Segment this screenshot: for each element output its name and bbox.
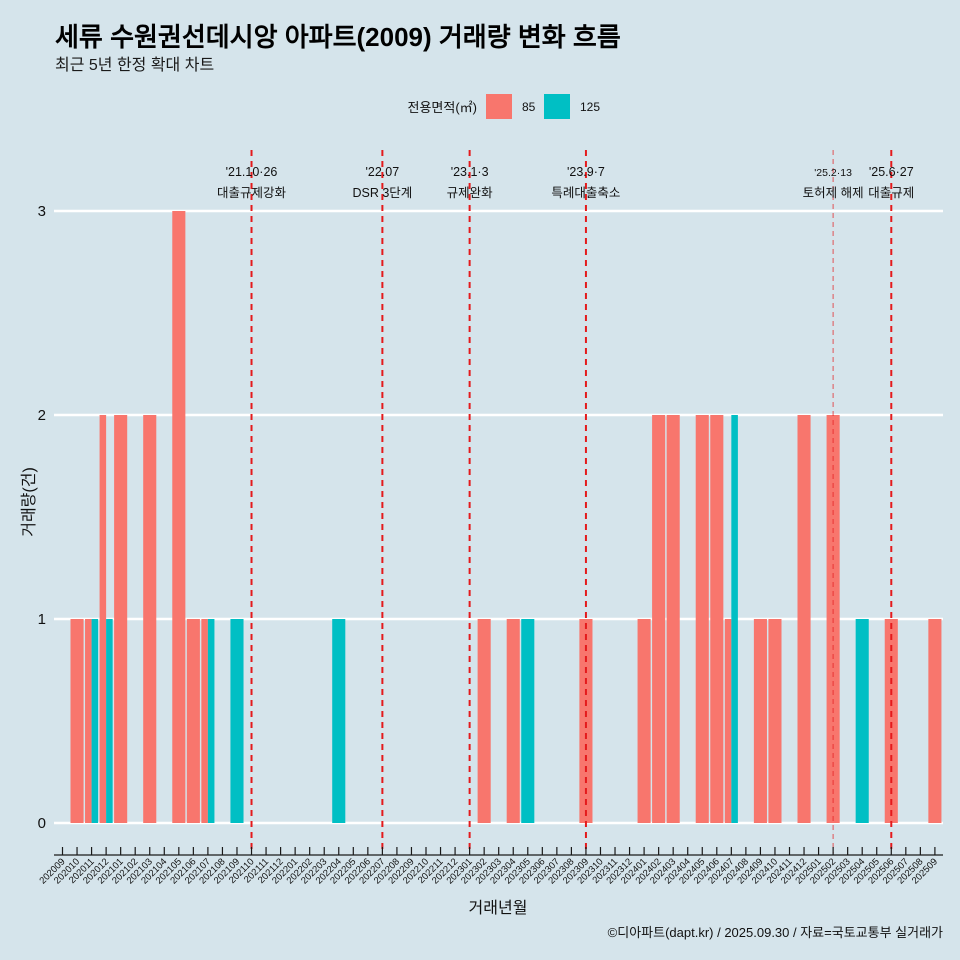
bar-85-202402 <box>652 415 666 823</box>
legend-label-125: 125 <box>580 100 600 114</box>
bar-85-202103 <box>143 415 157 823</box>
chart-title: 세류 수원권선데시앙 아파트(2009) 거래량 변화 흐름 <box>55 22 621 52</box>
bar-125-202109 <box>230 619 244 823</box>
bar-125-202012 <box>106 619 113 823</box>
bar-85-202410 <box>768 619 782 823</box>
bar-85-202106 <box>186 619 200 823</box>
event-label: DSR 3단계 <box>352 186 412 200</box>
bar-85-202506 <box>884 619 898 823</box>
bar-85-202509 <box>928 619 942 823</box>
bar-85-202403 <box>666 415 680 823</box>
bars <box>70 211 942 823</box>
event-date: '23.1·3 <box>451 165 489 179</box>
legend-title: 전용면적(㎡) <box>408 100 478 115</box>
x-axis-title: 거래년월 <box>469 899 528 917</box>
bar-85-202407 <box>724 619 732 823</box>
bar-125-202407 <box>731 415 738 823</box>
bar-125-202107 <box>207 619 215 823</box>
y-tick-label: 0 <box>38 815 46 832</box>
caption: ©디아파트(dapt.kr) / 2025.09.30 / 자료=국토교통부 실… <box>608 925 943 940</box>
chart-subtitle: 최근 5년 한정 확대 차트 <box>55 56 214 74</box>
y-tick-label: 3 <box>38 203 46 220</box>
bar-85-202412 <box>797 415 811 823</box>
y-gridlines: 0 1 2 3 <box>38 203 943 832</box>
y-axis-title: 거래량(건) <box>20 467 38 537</box>
bar-85-202302 <box>477 619 491 823</box>
bar-85-202010 <box>70 619 84 823</box>
bar-125-202204 <box>332 619 346 823</box>
event-date: '25.2·13 <box>814 167 852 179</box>
event-label: 특례대출축소 <box>551 186 620 200</box>
bar-125-202504 <box>855 619 869 823</box>
event-label: 대출규제 <box>868 186 914 200</box>
event-label: 대출규제강화 <box>217 186 287 200</box>
bar-125-202305 <box>521 619 535 823</box>
bar-85-202011 <box>85 619 92 823</box>
x-axis: 2020092020102020112020122021012021022021… <box>37 847 943 887</box>
event-annotations: '21.10·26 대출규제강화 '22.07 DSR 3단계 '23.1·3 규제완화 '… <box>217 165 914 200</box>
bar-85-202309 <box>579 619 593 823</box>
y-tick-label: 2 <box>38 407 46 424</box>
bar-85-202304 <box>506 619 520 823</box>
bar-85-202401 <box>637 619 651 823</box>
event-date: '25.6·27 <box>869 165 914 179</box>
event-date: '22.07 <box>366 165 400 179</box>
bar-85-202105 <box>172 211 186 823</box>
event-date: '21.10·26 <box>226 165 278 179</box>
bar-85-202409 <box>753 619 767 823</box>
legend-key-125 <box>544 94 570 119</box>
y-tick-label: 1 <box>38 611 46 628</box>
event-label: 토허제 해제 <box>803 186 864 200</box>
bar-85-202107 <box>201 619 208 823</box>
legend-key-85 <box>486 94 512 119</box>
event-label: 규제완화 <box>447 186 494 200</box>
bar-85-202012 <box>99 415 107 823</box>
legend-label-85: 85 <box>522 100 536 114</box>
bar-85-202406 <box>710 415 724 823</box>
bar-125-202011 <box>91 619 99 823</box>
event-date: '23.9·7 <box>567 165 605 179</box>
event-lines <box>250 150 893 853</box>
bar-85-202405 <box>695 415 709 823</box>
legend: 전용면적(㎡) 85 125 <box>408 94 600 119</box>
bar-85-202101 <box>114 415 128 823</box>
